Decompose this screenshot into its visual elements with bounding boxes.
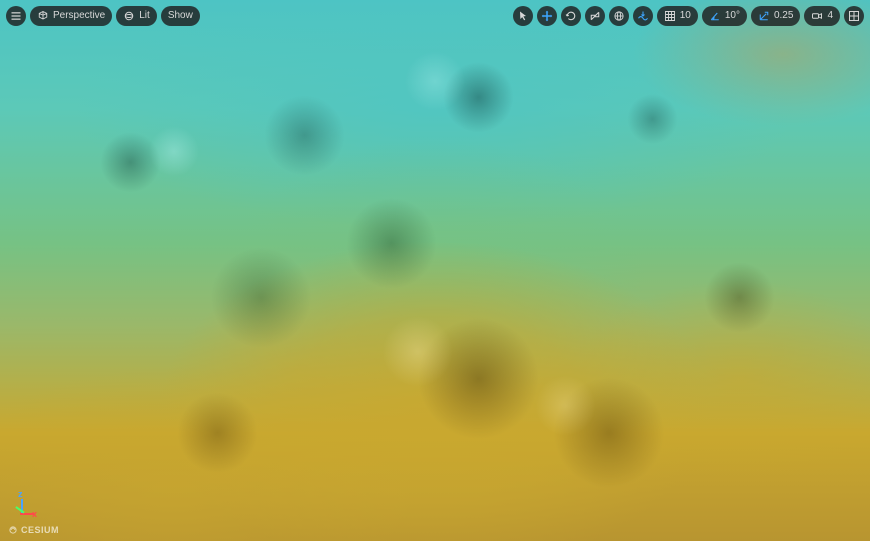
scale-snap-value: 0.25 <box>774 11 793 21</box>
sphere-icon <box>123 10 135 22</box>
surface-snap-icon <box>637 10 649 22</box>
cube-icon <box>37 10 49 22</box>
rotate-tool[interactable] <box>561 6 581 26</box>
camera-speed-value: 4 <box>827 11 833 21</box>
surface-snap-toggle[interactable] <box>633 6 653 26</box>
scale-snap-icon <box>758 10 770 22</box>
show-dropdown[interactable]: Show <box>161 6 200 26</box>
move-icon <box>541 10 553 22</box>
grid-icon <box>664 10 676 22</box>
angle-icon <box>709 10 721 22</box>
grid-snap-value: 10 <box>680 11 691 21</box>
scale-tool[interactable] <box>585 6 605 26</box>
cursor-icon <box>517 10 529 22</box>
grid-snap-toggle[interactable]: 10 <box>657 6 698 26</box>
axis-gizmo[interactable]: z x <box>8 489 42 523</box>
globe-icon <box>613 10 625 22</box>
watermark-label: CESIUM <box>21 525 59 535</box>
camera-speed[interactable]: 4 <box>804 6 840 26</box>
show-label: Show <box>168 11 193 21</box>
angle-snap-toggle[interactable]: 10° <box>702 6 747 26</box>
perspective-label: Perspective <box>53 11 105 21</box>
angle-snap-value: 10° <box>725 11 740 21</box>
select-tool[interactable] <box>513 6 533 26</box>
axis-z-label: z <box>18 489 23 499</box>
world-space-toggle[interactable] <box>609 6 629 26</box>
viewport-3d[interactable] <box>0 0 870 541</box>
perspective-dropdown[interactable]: Perspective <box>30 6 112 26</box>
scale-snap-toggle[interactable]: 0.25 <box>751 6 800 26</box>
viewport-overlay-bottom-left: z x CESIUM <box>8 489 59 535</box>
rotate-icon <box>565 10 577 22</box>
viewport-toolbar-right: 10 10° 0.25 4 <box>513 6 864 26</box>
viewport-menu-button[interactable] <box>6 6 26 26</box>
viewmode-label: Lit <box>139 11 150 21</box>
viewport-toolbar-left: Perspective Lit Show <box>6 6 200 26</box>
camera-icon <box>811 10 823 22</box>
axis-x-label: x <box>32 509 37 519</box>
scale-icon <box>589 10 601 22</box>
layout-icon <box>848 10 860 22</box>
viewport-layout-button[interactable] <box>844 6 864 26</box>
cesium-watermark: CESIUM <box>8 525 59 535</box>
translate-tool[interactable] <box>537 6 557 26</box>
cesium-logo-icon <box>8 525 18 535</box>
viewmode-dropdown[interactable]: Lit <box>116 6 157 26</box>
hamburger-icon <box>10 10 22 22</box>
